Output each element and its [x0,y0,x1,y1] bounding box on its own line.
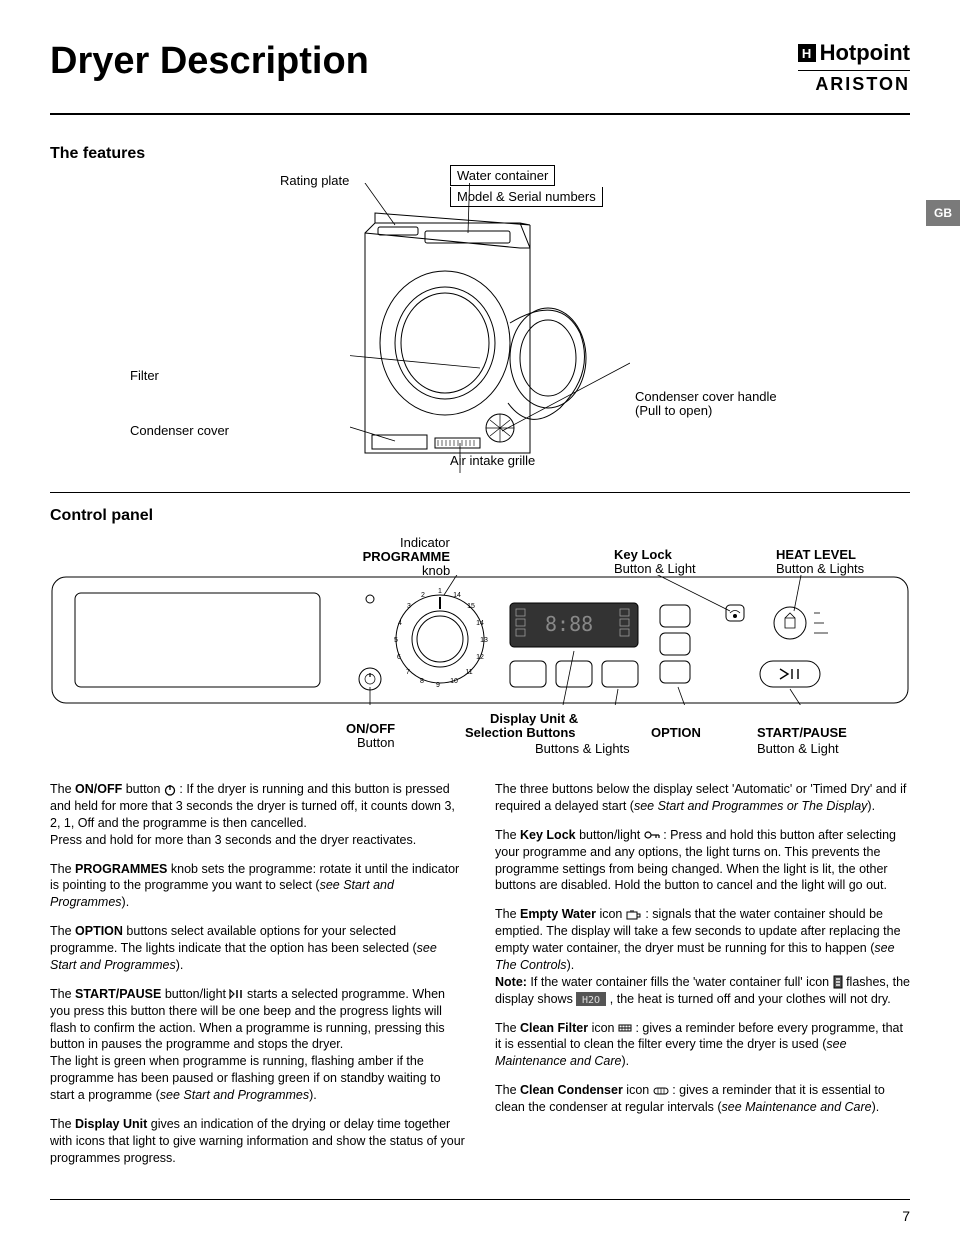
page-number: 7 [902,1208,910,1224]
svg-text:5: 5 [394,637,398,644]
play-pause-icon [229,989,243,999]
svg-text:8:88: 8:88 [545,612,593,636]
svg-text:8: 8 [420,678,424,685]
label-display-unit: Display Unit & [490,711,578,726]
svg-text:6: 6 [397,654,401,661]
label-indicator: Indicator [400,535,450,550]
panel-bottom-labels: ON/OFF Button Display Unit & Selection B… [50,711,910,771]
label-programme: PROGRAMME [310,549,450,564]
label-button: Button [357,735,395,750]
label-buttons-lights: Buttons & Lights [535,741,630,756]
label-start-pause: START/PAUSE [757,725,847,740]
label-button-light2: Button & Light [757,741,839,756]
control-panel-svg: 1 14 15 14 13 12 11 10 9 8 7 6 5 4 3 2 8:88 [50,575,910,705]
svg-text:15: 15 [467,603,475,610]
label-condenser-cover: Condenser cover [130,423,229,438]
h2o-display-icon: H2O [576,992,606,1006]
left-column: The ON/OFF button : If the dryer is runn… [50,781,465,1179]
label-onoff: ON/OFF [346,721,395,736]
right-column: The three buttons below the display sele… [495,781,910,1179]
water-full-icon [833,975,843,989]
svg-text:2: 2 [421,592,425,599]
para-key-lock: The Key Lock button/light : Press and ho… [495,827,910,895]
label-button-lights: Button & Lights [776,561,864,576]
svg-text:4: 4 [398,620,402,627]
svg-text:1: 1 [438,588,442,595]
para-empty-water: The Empty Water icon : signals that the … [495,906,910,1007]
label-pull-to-open: (Pull to open) [635,403,712,418]
brand-ariston: ARISTON [798,70,910,95]
dryer-illustration-svg [350,183,630,473]
svg-text:9: 9 [436,682,440,689]
panel-top-labels: Indicator PROGRAMME knob Key Lock Button… [50,535,910,575]
condenser-icon [653,1086,669,1096]
label-knob: knob [422,563,450,578]
svg-text:14: 14 [453,592,461,599]
label-rating-plate: Rating plate [280,173,349,188]
page-title: Dryer Description [50,40,369,83]
features-diagram: Rating plate Water container Model & Ser… [50,173,910,493]
svg-text:3: 3 [407,603,411,610]
brand-logo: HHotpoint ARISTON [798,40,910,95]
label-option: OPTION [651,725,701,740]
hotpoint-h-icon: H [798,44,816,62]
features-heading: The features [50,145,910,163]
svg-text:14: 14 [476,620,484,627]
label-filter: Filter [130,368,159,383]
label-key-lock: Key Lock [614,547,672,562]
power-icon [164,784,176,796]
svg-text:7: 7 [406,669,410,676]
label-condenser-handle: Condenser cover handle [635,389,777,404]
para-clean-condenser: The Clean Condenser icon : gives a remin… [495,1082,910,1116]
para-option: The OPTION buttons select available opti… [50,923,465,974]
filter-icon [618,1023,632,1033]
para-clean-filter: The Clean Filter icon : gives a reminder… [495,1020,910,1071]
key-icon [644,830,660,840]
language-tag: GB [926,200,960,226]
label-heat-level: HEAT LEVEL [776,547,856,562]
svg-text:13: 13 [480,637,488,644]
svg-text:H2O: H2O [582,995,600,1006]
para-three-buttons: The three buttons below the display sele… [495,781,910,815]
para-display-unit: The Display Unit gives an indication of … [50,1116,465,1167]
svg-text:10: 10 [450,678,458,685]
para-onoff: The ON/OFF button : If the dryer is runn… [50,781,465,849]
svg-text:11: 11 [465,669,472,676]
label-button-light: Button & Light [614,561,696,576]
para-start-pause: The START/PAUSE button/light starts a se… [50,986,465,1104]
label-selection-buttons: Selection Buttons [465,725,576,740]
empty-water-icon [626,909,642,921]
page-footer: 7 [50,1199,910,1224]
brand-hotpoint: Hotpoint [820,40,910,66]
svg-text:12: 12 [476,654,484,661]
control-panel-heading: Control panel [50,507,910,525]
para-programmes: The PROGRAMMES knob sets the programme: … [50,861,465,912]
